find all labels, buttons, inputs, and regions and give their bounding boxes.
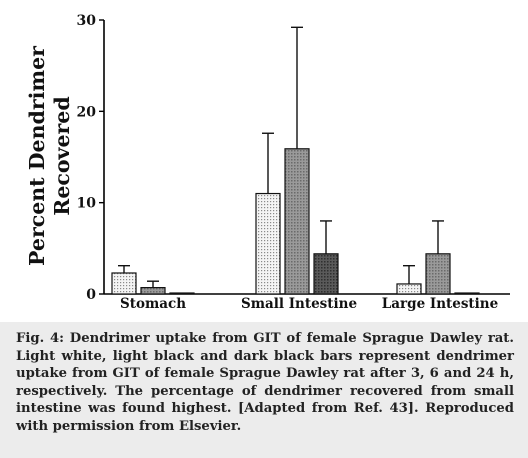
y-tick-label: 30 xyxy=(77,13,97,29)
bar-chart: Percent Dendrimer Recovered 0 10 20 30 Stom… xyxy=(25,13,510,312)
y-axis-label-line-2: Recovered xyxy=(50,96,74,215)
x-tick-label: Small Intestine xyxy=(241,296,357,312)
bar xyxy=(140,287,166,295)
x-tick-label: Large Intestine xyxy=(382,296,498,312)
x-tick-labels: Stomach Small Intestine Large Intestine xyxy=(120,296,498,312)
bar xyxy=(169,292,195,295)
y-tick-label: 20 xyxy=(77,104,97,120)
figure-caption: Fig. 4: Dendrimer uptake from GIT of fem… xyxy=(16,331,514,434)
caption-background xyxy=(0,322,528,458)
bar xyxy=(313,253,339,295)
y-axis-label: Percent Dendrimer Recovered xyxy=(25,45,74,266)
bar xyxy=(454,292,480,295)
bar xyxy=(255,192,281,295)
error-bars xyxy=(118,26,444,288)
y-tick-label: 10 xyxy=(77,196,97,212)
bars xyxy=(111,148,480,295)
x-tick-label: Stomach xyxy=(120,296,186,312)
bar xyxy=(396,283,422,295)
y-tick-label: 0 xyxy=(86,287,96,303)
bar xyxy=(111,272,137,295)
y-axis-label-line-1: Percent Dendrimer xyxy=(25,45,49,266)
bar xyxy=(425,253,451,295)
bar xyxy=(284,148,310,295)
